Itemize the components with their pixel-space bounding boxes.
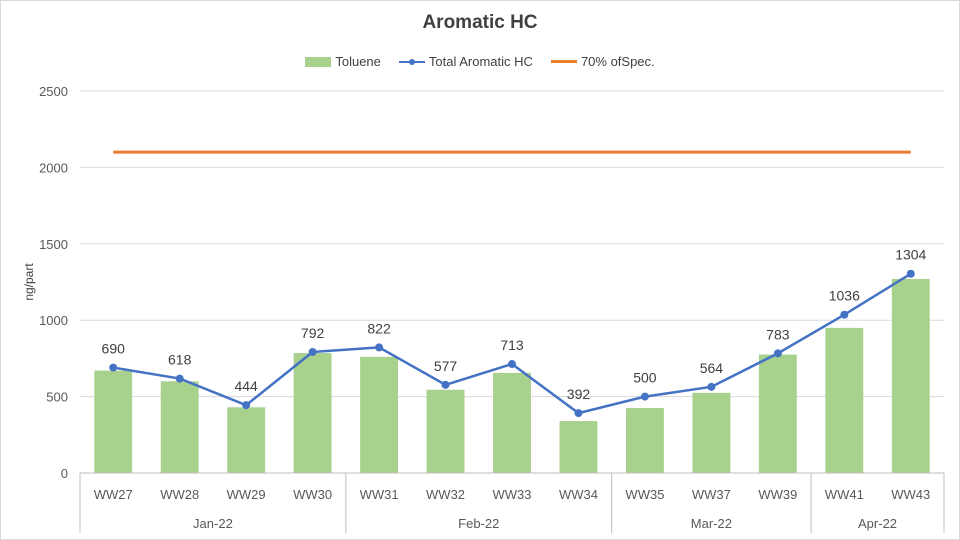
x-tick-label: WW32 xyxy=(426,487,465,502)
x-tick-label: WW30 xyxy=(293,487,332,502)
bar-toluene xyxy=(692,392,731,473)
x-tick-label: WW31 xyxy=(360,487,399,502)
x-tick-label: WW28 xyxy=(160,487,199,502)
bar-toluene xyxy=(891,278,930,473)
legend-swatch-toluene xyxy=(305,56,332,67)
x-tick-label: WW35 xyxy=(625,487,664,502)
group-label: Apr-22 xyxy=(858,516,897,531)
legend-item-total-aromatic-hc: Total Aromatic HC xyxy=(398,54,533,69)
marker-total-aromatic-hc xyxy=(906,269,915,278)
data-label-total-aromatic-hc: 564 xyxy=(700,360,724,376)
group-label: Mar-22 xyxy=(691,516,732,531)
data-label-total-aromatic-hc: 577 xyxy=(434,358,458,374)
marker-total-aromatic-hc xyxy=(308,347,317,356)
marker-total-aromatic-hc xyxy=(640,392,649,401)
marker-total-aromatic-hc xyxy=(840,310,849,319)
data-label-total-aromatic-hc: 500 xyxy=(633,370,657,386)
x-tick-label: WW33 xyxy=(493,487,532,502)
bar-toluene xyxy=(293,353,332,473)
group-label: Feb-22 xyxy=(458,516,499,531)
bar-toluene xyxy=(160,381,199,473)
bar-toluene xyxy=(360,356,399,473)
group-label: Jan-22 xyxy=(193,516,233,531)
bar-toluene xyxy=(559,421,598,473)
data-label-total-aromatic-hc: 1036 xyxy=(829,288,860,304)
marker-total-aromatic-hc xyxy=(508,360,516,369)
marker-total-aromatic-hc xyxy=(375,343,384,352)
marker-total-aromatic-hc xyxy=(175,374,184,383)
x-tick-label: WW27 xyxy=(94,487,133,502)
x-tick-label: WW37 xyxy=(692,487,731,502)
y-tick-label: 1000 xyxy=(39,313,68,328)
legend-swatch-spec xyxy=(550,57,577,67)
marker-total-aromatic-hc xyxy=(707,382,716,391)
y-tick-label: 2000 xyxy=(39,160,68,175)
bar-toluene xyxy=(94,370,133,473)
data-label-total-aromatic-hc: 713 xyxy=(500,337,524,353)
data-label-total-aromatic-hc: 783 xyxy=(766,326,790,342)
data-label-total-aromatic-hc: 690 xyxy=(102,341,126,357)
legend-swatch-total-aromatic-hc xyxy=(398,57,425,67)
legend-label-toluene: Toluene xyxy=(335,54,381,69)
legend-item-toluene: Toluene xyxy=(305,54,381,69)
data-label-total-aromatic-hc: 822 xyxy=(367,320,391,336)
y-tick-label: 1500 xyxy=(39,237,68,252)
y-tick-label: 2500 xyxy=(39,84,68,99)
marker-total-aromatic-hc xyxy=(773,349,782,358)
bar-toluene xyxy=(493,372,531,473)
x-tick-label: WW43 xyxy=(891,487,930,502)
bar-toluene xyxy=(426,389,465,473)
x-tick-label: WW39 xyxy=(758,487,797,502)
legend-label-spec: 70% ofSpec. xyxy=(580,54,655,69)
data-label-total-aromatic-hc: 444 xyxy=(234,378,258,394)
x-tick-label: WW41 xyxy=(825,487,864,502)
x-tick-label: WW29 xyxy=(227,487,266,502)
legend-item-spec: 70% ofSpec. xyxy=(550,54,655,69)
y-tick-label: 500 xyxy=(46,390,68,405)
data-label-total-aromatic-hc: 1304 xyxy=(895,247,926,263)
marker-total-aromatic-hc xyxy=(109,363,118,372)
marker-total-aromatic-hc xyxy=(242,401,251,410)
y-tick-label: 0 xyxy=(61,466,68,481)
legend-label-total-aromatic-hc: Total Aromatic HC xyxy=(428,54,533,69)
marker-total-aromatic-hc xyxy=(441,380,450,389)
bar-toluene xyxy=(625,408,664,473)
y-axis-title: ng/part xyxy=(22,263,36,301)
data-label-total-aromatic-hc: 792 xyxy=(301,325,325,341)
bar-toluene xyxy=(758,354,797,473)
bar-toluene xyxy=(227,407,266,473)
bar-toluene xyxy=(825,327,864,473)
x-tick-label: WW34 xyxy=(559,487,598,502)
data-label-total-aromatic-hc: 392 xyxy=(567,386,591,402)
marker-total-aromatic-hc xyxy=(574,409,583,418)
chart-title: Aromatic HC xyxy=(422,12,538,33)
chart-legend: Toluene Total Aromatic HC 70% ofSpec. xyxy=(0,54,960,69)
data-label-total-aromatic-hc: 618 xyxy=(168,352,192,368)
